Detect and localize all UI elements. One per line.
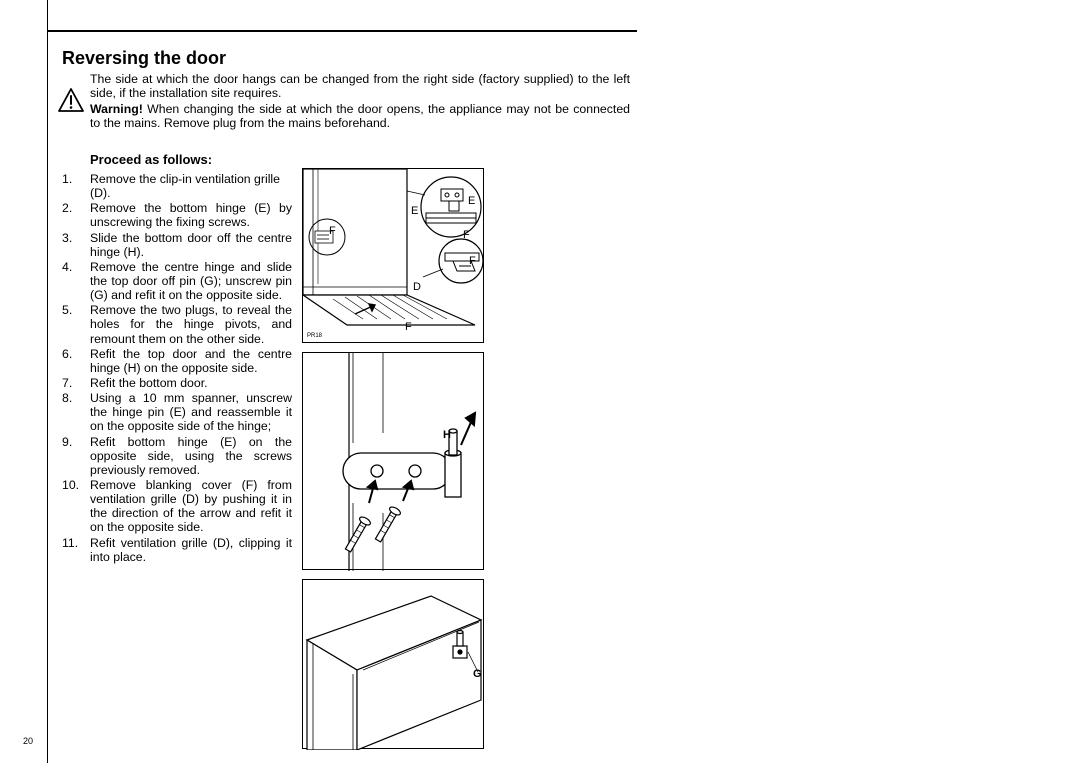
page-heading: Reversing the door — [62, 48, 226, 69]
step-text: Refit the top door and the centre hinge … — [90, 347, 292, 375]
fig3-label-G: G — [473, 668, 482, 680]
figure-2-svg — [303, 353, 485, 571]
step-number: 1. — [62, 172, 90, 200]
step-row: 10.Remove blanking cover (F) from ventil… — [62, 478, 292, 535]
fig1-label-E1: E — [411, 205, 418, 217]
step-number: 10. — [62, 478, 90, 535]
step-text: Remove blanking cover (F) from ventilati… — [90, 478, 292, 535]
fig1-label-F2: F — [463, 229, 470, 241]
fig2-label-H: H — [443, 429, 451, 441]
step-number: 7. — [62, 376, 90, 390]
step-row: 4.Remove the centre hinge and slide the … — [62, 260, 292, 302]
step-number: 4. — [62, 260, 90, 302]
step-text: Using a 10 mm spanner, unscrew the hinge… — [90, 391, 292, 433]
step-row: 1.Remove the clip-in ventilation grille … — [62, 172, 292, 200]
step-number: 9. — [62, 435, 90, 477]
proceed-subheading: Proceed as follows: — [90, 152, 212, 167]
warning-paragraph: Warning! When changing the side at which… — [90, 102, 630, 130]
step-text: Refit bottom hinge (E) on the opposite s… — [90, 435, 292, 477]
step-number: 8. — [62, 391, 90, 433]
warning-icon — [58, 88, 84, 112]
step-row: 6.Refit the top door and the centre hing… — [62, 347, 292, 375]
steps-list: 1.Remove the clip-in ventilation grille … — [62, 172, 292, 565]
fig1-label-D: D — [413, 281, 421, 293]
step-number: 11. — [62, 536, 90, 564]
step-row: 9.Refit bottom hinge (E) on the opposite… — [62, 435, 292, 477]
warning-text: When changing the side at which the door… — [90, 102, 630, 130]
step-text: Remove the bottom hinge (E) by unscrewin… — [90, 201, 292, 229]
step-text: Slide the bottom door off the centre hin… — [90, 231, 292, 259]
step-number: 2. — [62, 201, 90, 229]
figure-3: G — [302, 579, 484, 749]
step-text: Remove the centre hinge and slide the to… — [90, 260, 292, 302]
warning-label: Warning! — [90, 102, 143, 116]
step-row: 8.Using a 10 mm spanner, unscrew the hin… — [62, 391, 292, 433]
fig1-label-E2: E — [468, 195, 475, 207]
figure-2: H — [302, 352, 484, 570]
step-row: 11.Refit ventilation grille (D), clippin… — [62, 536, 292, 564]
step-number: 3. — [62, 231, 90, 259]
step-row: 7.Refit the bottom door. — [62, 376, 292, 390]
step-row: 3.Slide the bottom door off the centre h… — [62, 231, 292, 259]
fig1-label-F3: F — [469, 255, 476, 267]
figure-1-svg — [303, 169, 485, 344]
step-number: 6. — [62, 347, 90, 375]
step-text: Refit the bottom door. — [90, 376, 292, 390]
figure-3-svg — [303, 580, 485, 750]
step-text: Remove the clip-in ventilation grille (D… — [90, 172, 292, 200]
step-number: 5. — [62, 303, 90, 345]
page-number: 20 — [23, 736, 33, 746]
step-text: Remove the two plugs, to reveal the hole… — [90, 303, 292, 345]
step-text: Refit ventilation grille (D), clipping i… — [90, 536, 292, 564]
figure-1: E E F F F D F PR18 — [302, 168, 484, 343]
intro-paragraph: The side at which the door hangs can be … — [90, 72, 630, 100]
step-row: 2.Remove the bottom hinge (E) by unscrew… — [62, 201, 292, 229]
fig1-label-F1: F — [329, 225, 336, 237]
fig1-label-F4: F — [405, 321, 412, 333]
step-row: 5.Remove the two plugs, to reveal the ho… — [62, 303, 292, 345]
fig1-ref: PR18 — [307, 333, 322, 339]
